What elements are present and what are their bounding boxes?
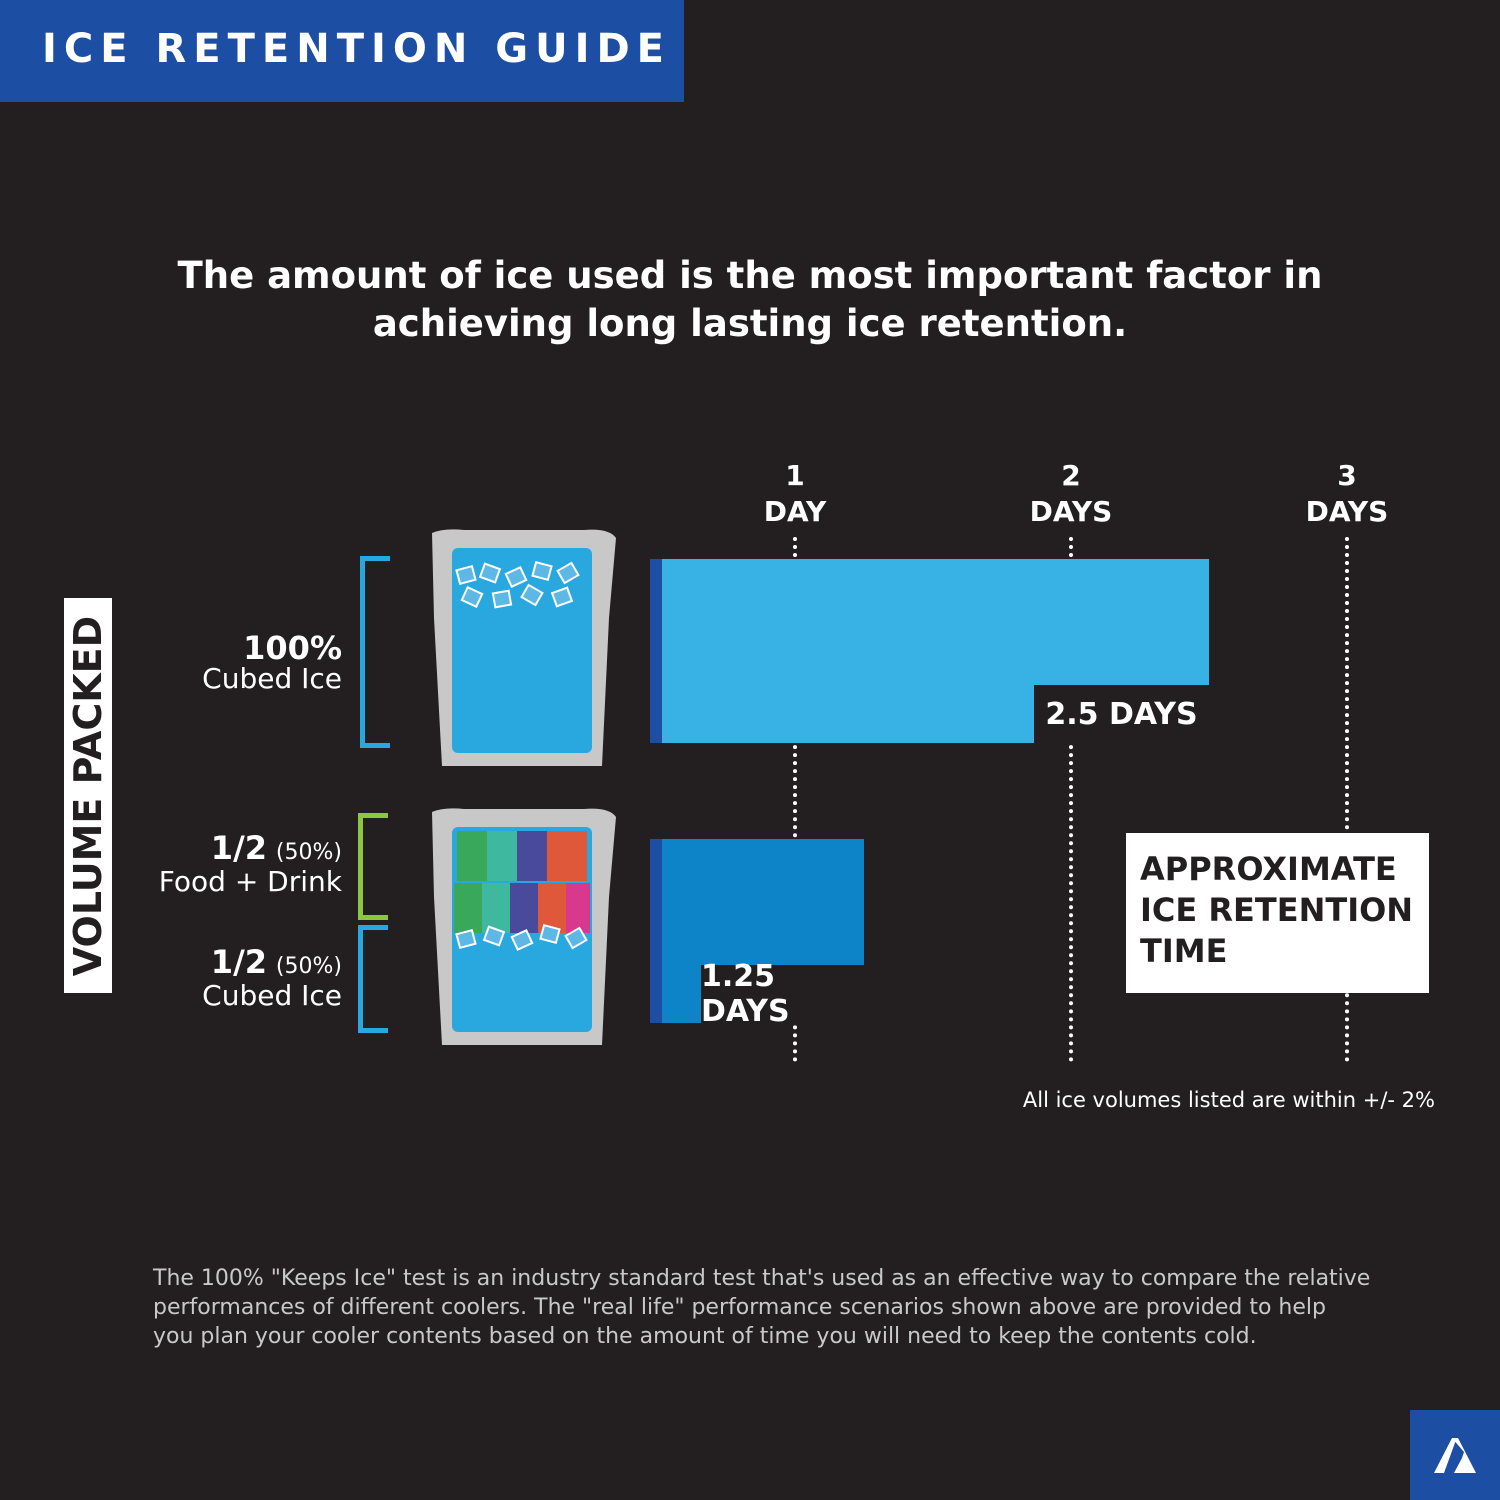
bracket-food-drink	[358, 813, 388, 920]
cooler-full-ice-image	[432, 529, 616, 766]
mountain-icon	[1434, 1438, 1476, 1473]
tick-unit: DAYS	[1029, 495, 1113, 528]
headline: The amount of ice used is the most impor…	[177, 254, 1323, 345]
tick-number: 3	[1337, 459, 1357, 492]
tick-label-3: 3 DAYS	[1287, 458, 1407, 530]
gridline-1	[793, 537, 797, 1062]
row-label-food-drink: 1/2 (50%) Food + Drink	[158, 829, 342, 898]
bracket-full-ice	[360, 556, 390, 748]
page-title: ICE RETENTION GUIDE	[42, 26, 671, 72]
tick-unit: DAYS	[1305, 495, 1389, 528]
tick-unit: DAY	[763, 495, 827, 528]
y-axis-label: VOLUME PACKED	[64, 598, 112, 993]
brand-logo	[1410, 1410, 1500, 1500]
row-label-full-ice: 100% Cubed Ice	[202, 629, 342, 695]
tick-number: 1	[785, 459, 805, 492]
cooler-food-drink-image	[432, 808, 616, 1045]
bar-value-label-1: 2.5 DAYS	[1034, 685, 1209, 743]
tick-label-1: 1 DAY	[735, 458, 855, 530]
gridline-3	[1345, 537, 1349, 1062]
bracket-half-ice	[358, 925, 388, 1033]
tolerance-note: All ice volumes listed are within +/- 2%	[1022, 1088, 1435, 1112]
footnote: The 100% "Keeps Ice" test is an industry…	[153, 1266, 1371, 1349]
tick-label-2: 2 DAYS	[1011, 458, 1131, 530]
title-banner: ICE RETENTION GUIDE	[0, 0, 684, 102]
bar-value-label-2: 1.25 DAYS	[701, 959, 864, 1029]
tick-number: 2	[1061, 459, 1081, 492]
row-label-half-ice: 1/2 (50%) Cubed Ice	[202, 943, 342, 1012]
legend-box: APPROXIMATE ICE RETENTION TIME	[1126, 833, 1429, 993]
gridline-2	[1069, 537, 1073, 1062]
